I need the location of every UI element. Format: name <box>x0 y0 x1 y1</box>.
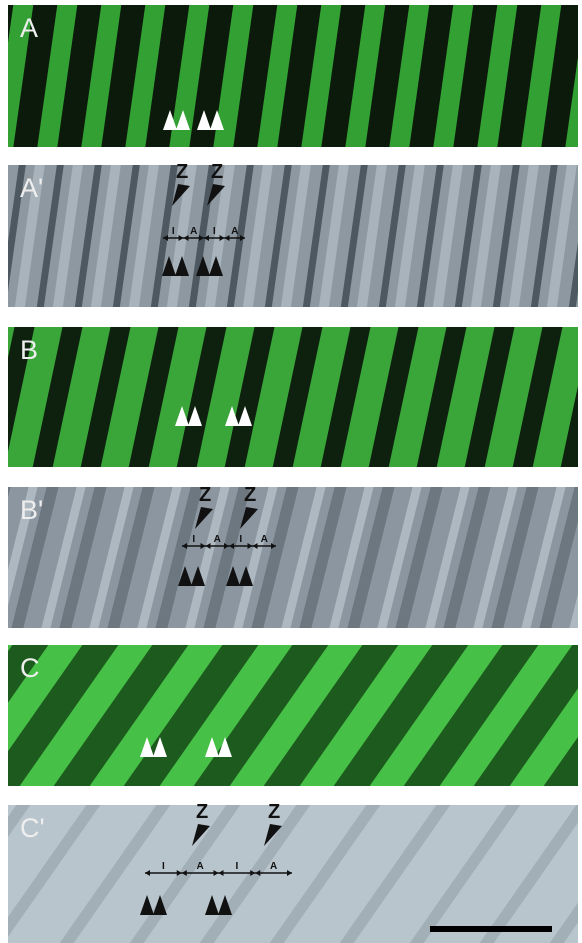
band-label: A <box>261 534 268 545</box>
micrograph <box>8 5 578 147</box>
band-label: I <box>172 226 175 237</box>
band-label: I <box>162 861 165 872</box>
micrograph <box>8 487 578 628</box>
z-label: Z <box>196 801 208 823</box>
micrograph <box>8 327 578 467</box>
scale-bar <box>430 926 552 932</box>
micrograph <box>8 165 578 307</box>
band-label: I <box>213 226 216 237</box>
band-label: A <box>231 226 238 237</box>
z-label: Z <box>199 484 211 506</box>
panel-label: B' <box>20 495 43 525</box>
panel-label: A' <box>20 173 43 203</box>
band-label: I <box>192 534 195 545</box>
z-label: Z <box>244 484 256 506</box>
figure: A A' Z Z I A I A B B' Z Z I A I A C C' Z Z I A I A <box>0 0 582 943</box>
panel-label: A <box>20 13 38 43</box>
z-label: Z <box>268 801 280 823</box>
panel-label: B <box>20 335 38 365</box>
band-label: A <box>214 534 221 545</box>
band-label: A <box>270 861 277 872</box>
panel-label: C' <box>20 813 45 843</box>
micrograph <box>8 805 578 943</box>
z-label: Z <box>211 161 223 183</box>
band-label: A <box>190 226 197 237</box>
band-label: A <box>197 861 204 872</box>
micrograph <box>8 645 578 786</box>
band-label: I <box>235 861 238 872</box>
z-label: Z <box>176 161 188 183</box>
band-label: I <box>239 534 242 545</box>
panel-label: C <box>20 653 40 683</box>
